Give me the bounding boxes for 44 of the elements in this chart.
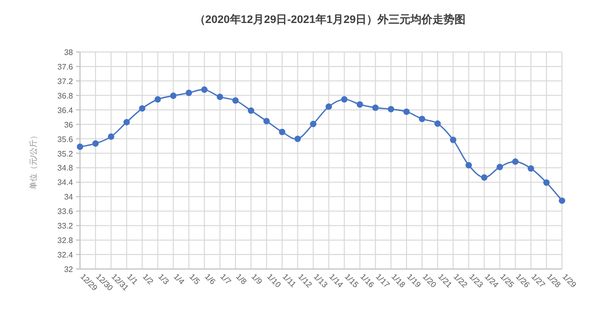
ytick: 33.2 <box>57 222 73 231</box>
ytick: 34.4 <box>57 178 73 188</box>
xtick: 1/17 <box>374 272 392 290</box>
ytick: 32 <box>64 265 73 274</box>
xtick: 1/20 <box>420 272 438 290</box>
ylabel: 单位（元/公斤） <box>29 131 38 190</box>
ytick: 37.2 <box>57 76 73 86</box>
xtick: 1/16 <box>358 272 376 290</box>
ytick: 38 <box>64 48 73 57</box>
xtick: 1/15 <box>342 272 360 290</box>
xtick: 1/10 <box>265 272 283 290</box>
ytick: 33.6 <box>57 207 73 216</box>
xtick: 1/29 <box>560 272 578 290</box>
title: （2020年12月29日-2021年1月29日）外三元均价走势图 <box>194 14 466 26</box>
ytick: 36 <box>64 120 73 130</box>
xtick: 1/13 <box>312 272 330 290</box>
xtick: 1/27 <box>530 272 547 290</box>
xtick: 1/14 <box>327 272 345 290</box>
xtick: 1/7 <box>218 272 233 286</box>
xtick: 1/11 <box>280 272 298 289</box>
ytick: 36.8 <box>57 91 73 100</box>
xtick: 1/1 <box>125 272 140 286</box>
xtick: 1/6 <box>202 272 218 286</box>
ytick: 35.2 <box>57 149 73 158</box>
xtick: 1/8 <box>234 272 248 286</box>
ytick: 32.8 <box>57 236 73 246</box>
xtick: 1/5 <box>187 272 202 286</box>
xtick: 1/2 <box>140 272 155 286</box>
xtick: 1/25 <box>498 272 516 290</box>
ytick: 37.6 <box>57 62 73 72</box>
xtick: 1/4 <box>172 272 186 286</box>
xtick: 1/3 <box>156 272 171 286</box>
xtick: 1/24 <box>482 272 500 290</box>
xtick: 1/23 <box>467 272 485 290</box>
xtick: 1/26 <box>514 272 532 290</box>
xtick: 1/28 <box>545 272 562 290</box>
xtick: 1/19 <box>405 272 422 290</box>
ytick: 32.4 <box>57 250 73 260</box>
xtick: 1/9 <box>250 272 264 286</box>
xtick: 1/18 <box>390 272 407 290</box>
ytick: 34 <box>64 192 73 202</box>
ytick: 35.6 <box>57 134 73 144</box>
ytick: 36.4 <box>57 106 73 115</box>
ytick: 34.8 <box>57 164 73 173</box>
